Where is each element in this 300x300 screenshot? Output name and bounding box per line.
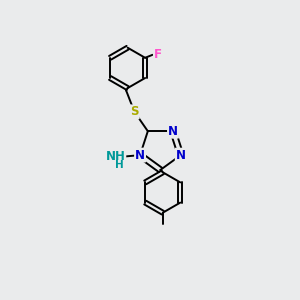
Text: H: H (116, 160, 124, 170)
Text: N: N (135, 148, 145, 162)
Text: F: F (154, 48, 162, 61)
Text: S: S (130, 105, 139, 119)
Text: NH: NH (105, 150, 125, 163)
Text: N: N (168, 125, 178, 138)
Text: N: N (176, 148, 186, 162)
